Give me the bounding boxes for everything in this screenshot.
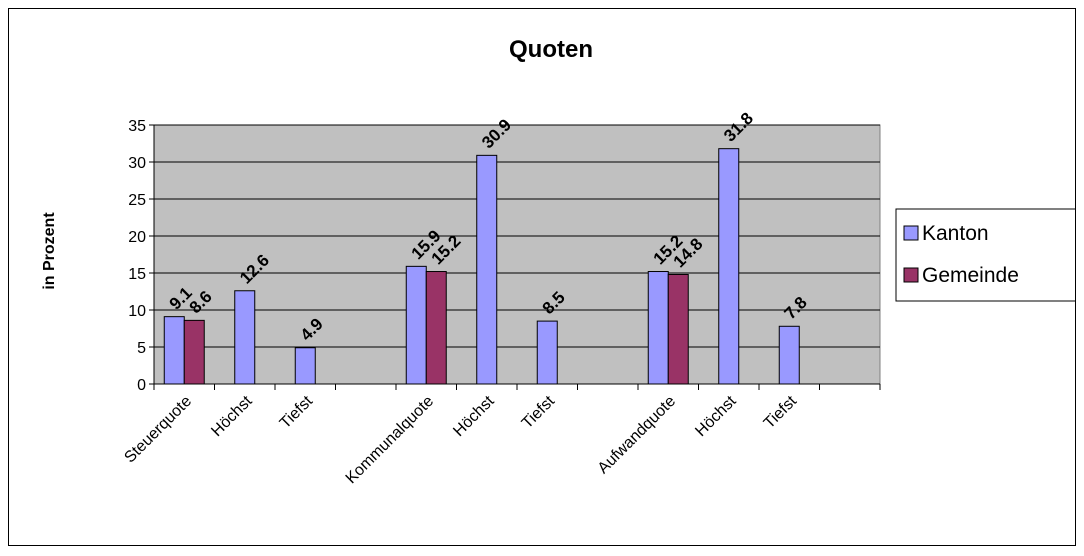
legend-label-gemeinde: Gemeinde: [922, 264, 1019, 287]
chart-frame: Quoten in Prozent 0 5 10 15 20 25 30 35 Steuerqu…: [8, 8, 1082, 546]
x-tick-label: Höchst: [208, 392, 256, 440]
chart: Quoten in Prozent 0 5 10 15 20 25 30 35 Steuerqu…: [41, 36, 1082, 487]
y-tick-label: 25: [128, 192, 146, 209]
x-tick-label: Höchst: [450, 392, 498, 440]
y-axis-label: in Prozent: [41, 212, 58, 290]
bar-kanton: [536, 320, 558, 385]
x-tick-label: Höchst: [692, 392, 740, 440]
bar-gemeinde: [667, 273, 689, 385]
bar-kanton: [163, 316, 185, 385]
x-tick-label: Tiefst: [519, 392, 559, 432]
y-tick-label: 5: [137, 340, 146, 357]
y-tick-label: 20: [128, 229, 146, 246]
gridlines: [154, 124, 880, 348]
bar-kanton: [647, 271, 669, 385]
x-tick-label: Kommunalquote: [343, 393, 437, 487]
plot-area: [153, 124, 881, 385]
y-tick-label: 35: [128, 118, 146, 135]
legend: Kanton Gemeinde: [895, 208, 1082, 302]
x-tick-label: Steuerquote: [121, 393, 195, 467]
x-tick-label: Aufwandquote: [595, 393, 679, 477]
bar-kanton: [234, 290, 256, 385]
y-tick-label: 15: [128, 266, 146, 283]
bar-kanton: [778, 325, 800, 385]
bar-kanton: [476, 154, 498, 385]
bar-gemeinde: [183, 319, 205, 385]
chart-title: Quoten: [509, 36, 593, 63]
y-tick-label: 10: [128, 303, 146, 320]
bar-kanton: [718, 148, 740, 385]
y-tick-label: 30: [128, 155, 146, 172]
legend-swatch-kanton: [903, 225, 919, 241]
bar-kanton: [405, 265, 427, 385]
bar-gemeinde: [425, 271, 447, 385]
legend-label-kanton: Kanton: [922, 222, 989, 245]
x-tick-label: Tiefst: [277, 392, 317, 432]
x-tick-label: Tiefst: [761, 392, 801, 432]
bar-kanton: [294, 347, 316, 385]
legend-box: [895, 208, 1082, 302]
y-tick-label: 0: [137, 377, 146, 394]
bars: [163, 148, 800, 385]
legend-swatch-gemeinde: [903, 267, 919, 283]
